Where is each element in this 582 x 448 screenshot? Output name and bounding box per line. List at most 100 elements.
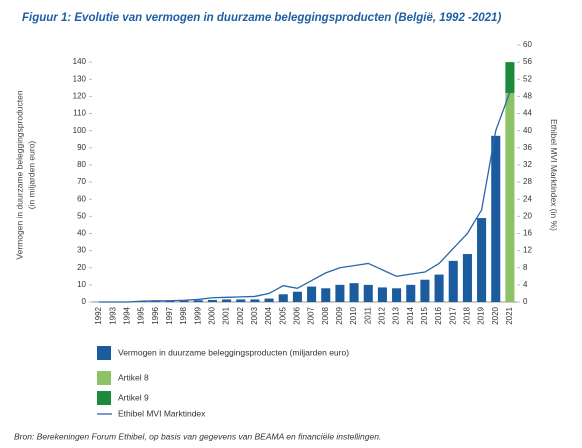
legend-swatch bbox=[97, 346, 111, 360]
legend-swatch bbox=[97, 391, 111, 405]
legend-label: Vermogen in duurzame beleggingsproducten… bbox=[118, 347, 349, 357]
bar bbox=[462, 254, 472, 302]
y2-tick-label: 32 bbox=[523, 160, 532, 169]
x-tick-label: 2000 bbox=[208, 306, 217, 324]
x-tick-label: 2019 bbox=[477, 306, 486, 324]
bar bbox=[207, 299, 217, 302]
bar bbox=[264, 298, 274, 302]
x-tick-label: 1993 bbox=[108, 306, 117, 324]
bar bbox=[236, 299, 246, 302]
x-tick-label: 2003 bbox=[250, 306, 259, 324]
y2-tick-label: 28 bbox=[523, 177, 532, 186]
x-tick-label: 2021 bbox=[505, 306, 514, 324]
y2-tick-label: 20 bbox=[523, 211, 532, 220]
bar bbox=[179, 300, 189, 302]
bar bbox=[505, 62, 515, 93]
bar bbox=[363, 284, 373, 302]
x-tick-label: 2001 bbox=[222, 306, 231, 324]
y-tick-label: 140 bbox=[73, 57, 87, 66]
x-tick-label: 2002 bbox=[236, 306, 245, 324]
bar bbox=[477, 218, 487, 302]
y-tick-label: 40 bbox=[77, 229, 86, 238]
y-tick-label: 0 bbox=[82, 297, 87, 306]
bar bbox=[335, 284, 345, 302]
y-tick-label: 10 bbox=[77, 280, 86, 289]
y2-tick-label: 0 bbox=[523, 297, 528, 306]
y-tick-label: 90 bbox=[77, 143, 86, 152]
x-tick-label: 1999 bbox=[193, 306, 202, 324]
y-axis-label: Vermogen in duurzame beleggingsproducten bbox=[14, 90, 24, 259]
legend-label: Artikel 8 bbox=[118, 372, 149, 382]
y-tick-label: 70 bbox=[77, 177, 86, 186]
line bbox=[99, 91, 511, 303]
x-tick-label: 2004 bbox=[264, 306, 273, 324]
bar bbox=[448, 260, 458, 302]
chart-title: Figuur 1: Evolutie van vermogen in duurz… bbox=[22, 12, 501, 24]
y-tick-label: 30 bbox=[77, 246, 86, 255]
x-tick-label: 1997 bbox=[165, 306, 174, 324]
bar bbox=[321, 288, 331, 302]
x-tick-label: 2008 bbox=[321, 306, 330, 324]
y-tick-label: 120 bbox=[73, 92, 87, 101]
x-tick-label: 2015 bbox=[420, 306, 429, 324]
bar bbox=[193, 300, 203, 302]
x-tick-label: 1998 bbox=[179, 306, 188, 324]
y-tick-label: 130 bbox=[73, 74, 87, 83]
y2-tick-label: 4 bbox=[523, 280, 528, 289]
bar bbox=[349, 283, 359, 302]
y-tick-label: 100 bbox=[73, 126, 87, 135]
x-tick-label: 1995 bbox=[137, 306, 146, 324]
x-tick-label: 2020 bbox=[491, 306, 500, 324]
bar bbox=[377, 287, 387, 302]
x-tick-label: 2014 bbox=[406, 306, 415, 324]
y2-tick-label: 36 bbox=[523, 143, 532, 152]
bar bbox=[406, 284, 416, 302]
x-tick-label: 2013 bbox=[392, 306, 401, 324]
x-tick-label: 1994 bbox=[123, 306, 132, 324]
x-tick-label: 2016 bbox=[434, 306, 443, 324]
y-tick-label: 60 bbox=[77, 194, 86, 203]
y2-tick-label: 40 bbox=[523, 126, 532, 135]
y-tick-label: 110 bbox=[73, 109, 86, 118]
x-tick-label: 1996 bbox=[151, 306, 160, 324]
bar bbox=[434, 274, 444, 302]
y2-tick-label: 44 bbox=[523, 109, 532, 118]
y-axis-label: (in miljarden euro) bbox=[26, 141, 36, 210]
bar bbox=[292, 291, 302, 302]
x-tick-label: 2012 bbox=[378, 306, 387, 324]
bar bbox=[165, 300, 175, 302]
bar bbox=[151, 301, 161, 302]
bar bbox=[307, 286, 317, 302]
x-tick-label: 2018 bbox=[463, 306, 472, 324]
bar bbox=[505, 92, 515, 303]
y2-tick-label: 16 bbox=[523, 229, 532, 238]
legend-label: Artikel 9 bbox=[118, 392, 149, 402]
bar bbox=[392, 288, 402, 302]
x-tick-label: 2005 bbox=[278, 306, 287, 324]
y-tick-label: 20 bbox=[77, 263, 86, 272]
y-tick-label: 50 bbox=[77, 211, 86, 220]
y2-tick-label: 48 bbox=[523, 92, 532, 101]
source-note: Bron: Berekeningen Forum Ethibel, op bas… bbox=[14, 431, 381, 441]
y2-tick-label: 60 bbox=[523, 40, 532, 49]
x-tick-label: 2010 bbox=[349, 306, 358, 324]
y2-tick-label: 56 bbox=[523, 57, 532, 66]
bar bbox=[491, 135, 501, 302]
bar bbox=[222, 299, 232, 302]
bar bbox=[420, 279, 430, 302]
y-tick-label: 80 bbox=[77, 160, 86, 169]
y2-tick-label: 52 bbox=[523, 74, 532, 83]
x-tick-label: 1992 bbox=[94, 306, 103, 324]
y2-tick-label: 24 bbox=[523, 194, 532, 203]
y2-tick-label: 8 bbox=[523, 263, 528, 272]
x-tick-label: 2006 bbox=[293, 306, 302, 324]
x-tick-label: 2009 bbox=[335, 306, 344, 324]
legend-swatch bbox=[97, 371, 111, 385]
bar bbox=[278, 294, 288, 302]
x-tick-label: 2017 bbox=[448, 306, 457, 324]
bar bbox=[250, 299, 260, 302]
legend-label: Ethibel MVI Marktindex bbox=[118, 408, 206, 418]
x-tick-label: 2011 bbox=[363, 306, 372, 324]
x-tick-label: 2007 bbox=[307, 306, 316, 324]
